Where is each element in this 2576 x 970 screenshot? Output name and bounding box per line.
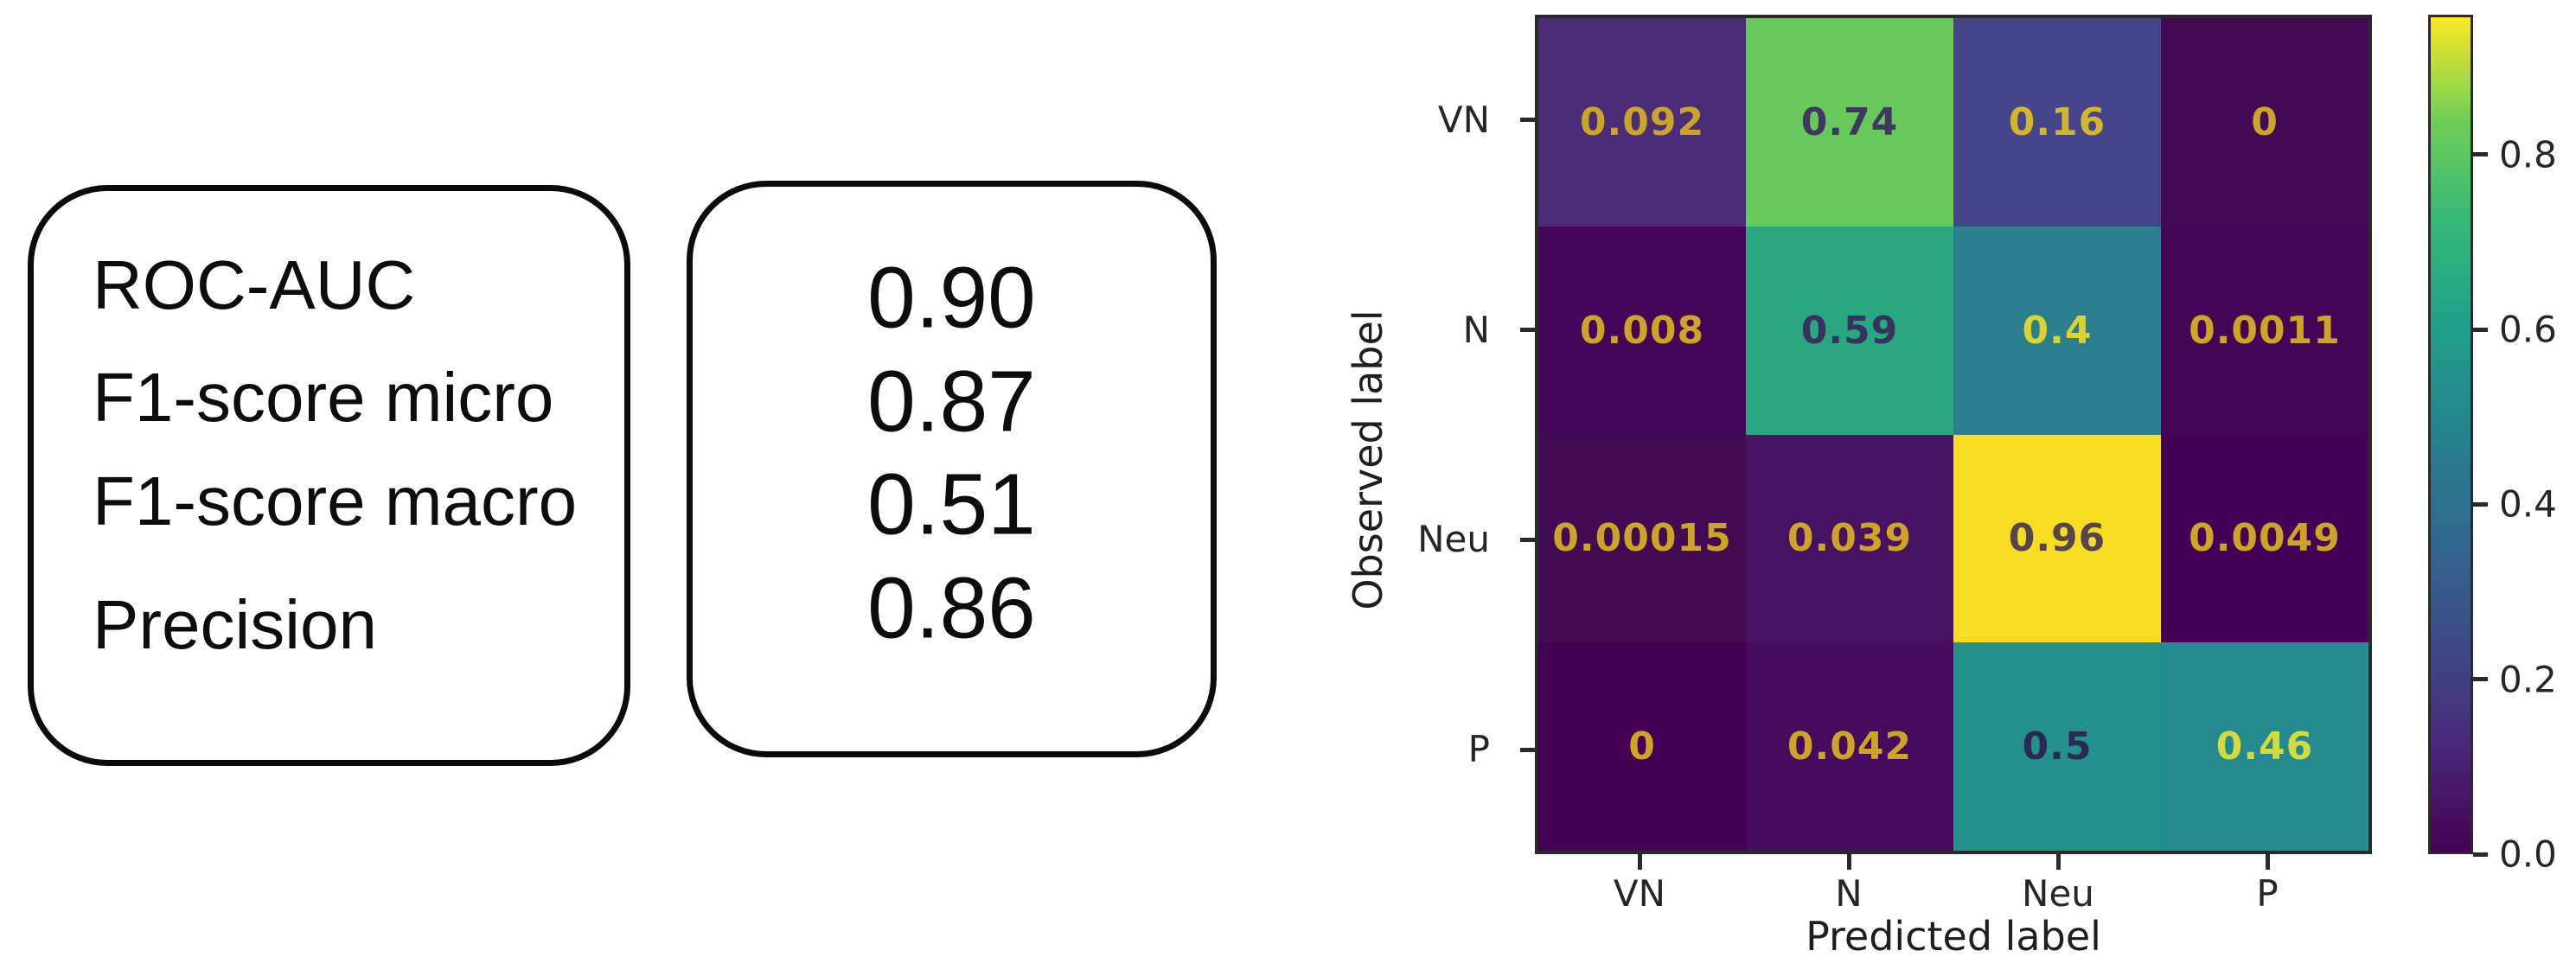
heatmap-cell: 0 — [1538, 642, 1746, 851]
metric-value-roc-auc: 0.90 — [867, 249, 1036, 347]
y-tick: P — [1310, 644, 1535, 854]
colorbar-tick-mark — [2473, 501, 2488, 507]
x-tick: VN — [1535, 854, 1744, 915]
heatmap-grid: 0.092 0.74 0.16 0 0.008 0.59 0.4 0.0011 0.00015 0… — [1538, 18, 2368, 851]
metric-label-roc-auc: ROC-AUC — [93, 246, 416, 323]
x-tick-mark — [1638, 854, 1642, 870]
colorbar-tick-mark — [2473, 852, 2488, 857]
x-tick: N — [1744, 854, 1953, 915]
metric-value-f1-micro: 0.87 — [867, 353, 1036, 450]
x-tick-mark — [1847, 854, 1851, 870]
colorbar-tick-label: 0.4 — [2499, 482, 2557, 526]
metric-value-f1-macro: 0.51 — [867, 456, 1036, 553]
heatmap-cell: 0.74 — [1746, 18, 1953, 227]
y-tick-mark — [1520, 118, 1535, 123]
heatmap-cell: 0.092 — [1538, 18, 1746, 227]
y-tick-label: N — [1462, 308, 1490, 351]
x-axis-ticks: VN N Neu P — [1535, 854, 2372, 915]
x-tick-label: VN — [1613, 872, 1666, 915]
x-tick: Neu — [1953, 854, 2163, 915]
colorbar-tick-label: 0.8 — [2499, 133, 2557, 176]
colorbar-tick-mark — [2473, 327, 2488, 332]
y-tick-mark — [1520, 328, 1535, 333]
y-tick: Neu — [1310, 435, 1535, 645]
y-tick: VN — [1310, 15, 1535, 225]
metrics-values-box: 0.90 0.87 0.51 0.86 — [687, 181, 1217, 757]
x-tick-label: N — [1835, 872, 1863, 915]
metric-value-precision: 0.86 — [867, 559, 1036, 657]
colorbar-tick-label: 0.0 — [2499, 833, 2557, 876]
colorbar-tick-mark — [2473, 152, 2488, 157]
heatmap-cell: 0.59 — [1746, 226, 1953, 435]
y-tick-mark — [1520, 537, 1535, 542]
metric-label-precision: Precision — [93, 586, 378, 663]
heatmap-cell: 0.96 — [1953, 434, 2161, 643]
y-tick-mark — [1520, 747, 1535, 752]
x-axis-title: Predicted label — [1806, 913, 2101, 960]
heatmap-cell: 0.0011 — [2161, 226, 2368, 435]
heatmap-cell: 0.16 — [1953, 18, 2161, 227]
x-tick: P — [2163, 854, 2372, 915]
heatmap-cell: 0.46 — [2161, 642, 2368, 851]
y-tick-label: Neu — [1417, 518, 1490, 561]
y-tick: N — [1310, 225, 1535, 435]
confusion-matrix-plot: 0.092 0.74 0.16 0 0.008 0.59 0.4 0.0011 0.00015 0… — [1535, 15, 2372, 854]
x-tick-label: P — [2256, 872, 2279, 915]
heatmap-cell: 0.00015 — [1538, 434, 1746, 643]
heatmap-cell: 0.039 — [1746, 434, 1953, 643]
heatmap-cell: 0.042 — [1746, 642, 1953, 851]
y-tick-label: P — [1467, 728, 1490, 771]
heatmap-cell: 0.4 — [1953, 226, 2161, 435]
x-tick-mark — [2056, 854, 2061, 870]
metric-label-f1-micro: F1-score micro — [93, 359, 554, 436]
colorbar-tick-label: 0.6 — [2499, 308, 2557, 351]
y-axis-title: Observed label — [1345, 310, 1391, 610]
colorbar-tick-mark — [2473, 677, 2488, 682]
heatmap-cell: 0 — [2161, 18, 2368, 227]
colorbar-tick-label: 0.2 — [2499, 658, 2557, 701]
heatmap-cell: 0.0049 — [2161, 434, 2368, 643]
metrics-labels-box: ROC-AUC F1-score micro F1-score macro Pr… — [28, 185, 630, 766]
heatmap-cell: 0.5 — [1953, 642, 2161, 851]
colorbar — [2428, 15, 2473, 854]
y-tick-label: VN — [1437, 98, 1490, 141]
heatmap-cell: 0.008 — [1538, 226, 1746, 435]
x-tick-mark — [2266, 854, 2270, 870]
colorbar-ticks: 0.0 0.2 0.4 0.6 0.8 — [2473, 15, 2576, 876]
y-axis-ticks: VN N Neu P — [1310, 15, 1535, 854]
x-tick-label: Neu — [2022, 872, 2094, 915]
metric-label-f1-macro: F1-score macro — [93, 463, 578, 539]
